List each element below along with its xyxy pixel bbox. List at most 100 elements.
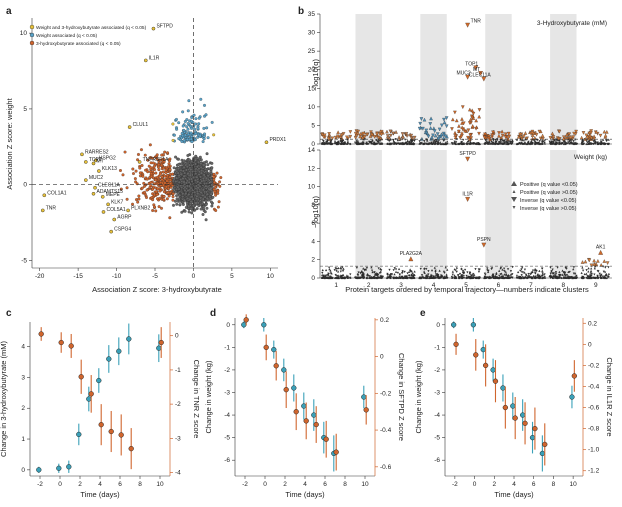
panel-a-dot	[216, 191, 220, 195]
panel-a-dot	[148, 186, 152, 189]
panel-b-cluster-label: 3	[399, 282, 403, 289]
panel-b-bottom-point	[337, 266, 340, 270]
panel-b-bottom-point	[585, 272, 588, 275]
panel-b-top-point	[451, 117, 455, 122]
panel-b-top-point	[436, 136, 441, 141]
panel-a-xlabel: Association Z score: 3-hydroxybutyrate	[92, 285, 222, 294]
panel-b-top-point	[466, 128, 471, 133]
panel-a-dot	[163, 150, 167, 154]
pe-rtick-label: 0.2	[588, 320, 597, 327]
panel-b-bottom-point	[501, 268, 504, 271]
panel-a-dot	[204, 184, 208, 188]
pd-rtick-label: 0	[380, 354, 384, 361]
pd-point	[293, 409, 299, 415]
panel-b-top-point	[587, 139, 590, 143]
panel-b-bottom-point	[396, 271, 400, 275]
pc-ltick-label: 3	[21, 374, 25, 381]
pd-ylabel-right: Change in SFTPD Z score	[397, 353, 406, 441]
panel-b-top-point	[605, 130, 609, 134]
panel-b-top-point	[368, 134, 373, 138]
panel-b-top-point	[570, 142, 573, 145]
pe-point	[470, 322, 477, 328]
legend-marker-hb	[29, 40, 35, 46]
pc-point	[118, 432, 124, 438]
panel-a-dot	[168, 175, 172, 179]
panel-b-top-point	[572, 131, 576, 136]
panel-label-e: e	[420, 308, 426, 319]
panel-b-bottom-point	[389, 275, 392, 278]
panel-b-top-point	[368, 141, 371, 144]
panel-b-bottom-point	[444, 266, 447, 269]
panel-a-dot	[205, 197, 209, 201]
panel-b-top-point	[515, 138, 519, 141]
panel-b-bottom-point	[564, 266, 567, 270]
pe-ltick-label: -4	[434, 412, 440, 419]
panel-b-bottom-point	[541, 273, 545, 276]
panel-b-bottom-point	[432, 275, 435, 278]
panel-b-bottom-point	[388, 268, 391, 272]
panel-b-top-point	[551, 135, 556, 139]
panel-b-bottom-point	[604, 271, 607, 274]
pe-point	[512, 415, 518, 421]
panel-a-dot	[186, 189, 190, 192]
panel-a-dot	[185, 181, 188, 185]
panel-a-point-label: KLK13	[102, 166, 117, 172]
panel-b-bottom-point	[362, 272, 365, 275]
panel-a-labeled-point	[91, 191, 96, 196]
panel-b-top-point	[487, 134, 491, 139]
panel-b-top-point	[386, 136, 390, 141]
panel-b-top-point	[446, 140, 449, 143]
panel-b-bottom-title: Weight (kg)	[574, 154, 607, 161]
pe-point	[492, 378, 499, 384]
panel-b-top-point	[538, 140, 541, 143]
panel-a-dot	[183, 209, 187, 213]
panel-a-dot	[194, 178, 198, 182]
panel-b-top-point	[543, 139, 546, 142]
panel-a-dot	[172, 203, 175, 207]
legend-label-weight: Weight associated (q < 0.05)	[36, 33, 98, 39]
panel-b-bottom-point	[541, 274, 544, 277]
panel-b-top-point	[518, 141, 521, 144]
panel-b-bottom-point	[430, 269, 434, 272]
panel-b-bottom-point	[498, 274, 501, 278]
pc-xtick-label: 4	[98, 481, 102, 488]
panel-a-labeled-point	[100, 194, 105, 199]
panel-a-dot	[195, 207, 199, 211]
panel-a-dot	[190, 177, 194, 181]
panel-b-top-point	[468, 117, 473, 122]
panel-a-dot	[182, 180, 186, 184]
panel-b-bottom-point	[589, 269, 593, 272]
panel-a-dot	[150, 196, 154, 200]
panel-a-dot	[174, 190, 178, 194]
panel-b-bottom-point	[596, 259, 600, 263]
panel-b-bottom-point	[581, 276, 584, 279]
panel-b-bottom-point	[357, 271, 360, 274]
panel-b-top-point	[339, 133, 344, 137]
panel-b-top-point	[467, 139, 470, 143]
panel-b-top-point	[503, 141, 506, 144]
panel-a-dot	[174, 180, 178, 184]
panel-a-dot	[203, 182, 206, 186]
panel-label-d: d	[210, 308, 216, 319]
panel-label-b: b	[298, 6, 304, 17]
panel-a-dot	[158, 189, 162, 193]
panel-a-dot	[185, 125, 189, 129]
panel-a-dot	[214, 209, 218, 212]
panel-b-bottom-point	[580, 271, 583, 274]
panel-b-ytick-label: 0	[311, 275, 315, 282]
pd-point	[281, 367, 287, 373]
pc-xtick-label: 6	[118, 481, 122, 488]
panel-b-bottom-point	[552, 272, 556, 275]
panel-a-dot	[202, 126, 206, 130]
panel-a-dot	[219, 176, 223, 180]
panel-a-dot	[131, 202, 135, 206]
panel-b-top-point	[337, 140, 340, 143]
panel-a-dot	[167, 162, 171, 166]
panel-b-top-point	[506, 142, 509, 145]
panel-a-dot	[151, 187, 155, 191]
panel-b-bottom-point	[554, 271, 558, 274]
panel-b-bottom-point	[342, 267, 345, 270]
panel-b-top-point	[433, 133, 438, 138]
panel-a-dot	[135, 198, 138, 202]
panel-a-dot	[157, 168, 161, 172]
